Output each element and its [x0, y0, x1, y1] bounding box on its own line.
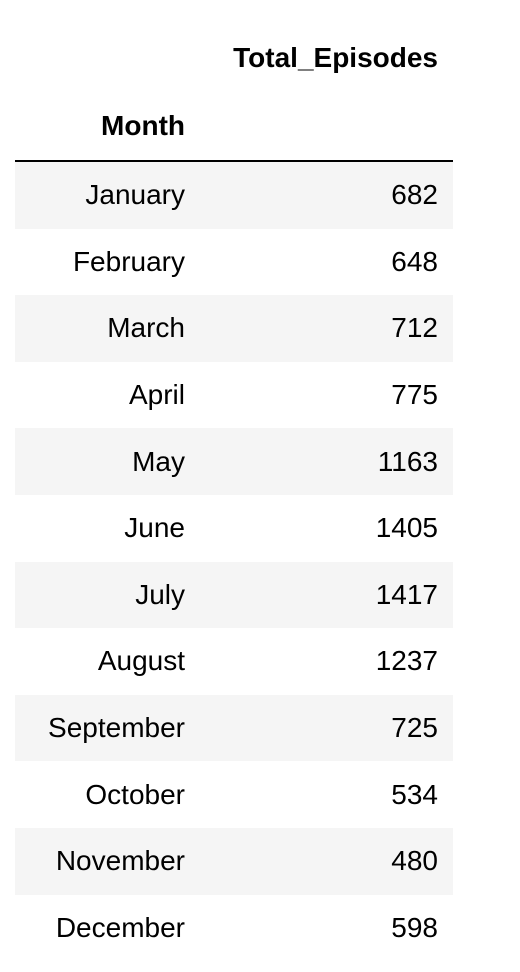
column-header-total-episodes: Total_Episodes [233, 42, 438, 73]
index-header-month: Month [101, 110, 185, 141]
month-cell: April [128, 379, 185, 411]
total-episodes-cell: 534 [391, 778, 438, 810]
month-cell: December [55, 911, 185, 943]
table-row: May 1163 [15, 428, 453, 495]
table-body: January 682 February 648 March 712 April 775 May… [15, 162, 453, 962]
total-episodes-cell: 775 [391, 379, 438, 411]
month-cell: August [97, 645, 185, 677]
table-row: February 648 [15, 228, 453, 296]
total-episodes-cell: 1405 [375, 512, 438, 544]
total-episodes-cell: 648 [391, 245, 438, 277]
table-row: April 775 [15, 361, 453, 429]
month-cell: October [85, 778, 185, 810]
month-cell: March [107, 312, 185, 344]
total-episodes-cell: 1237 [375, 645, 438, 677]
table-row: June 1405 [15, 494, 453, 562]
month-cell: July [135, 578, 185, 610]
table-row: March 712 [15, 295, 453, 362]
table-row: September 725 [15, 694, 453, 762]
table-row: July 1417 [15, 561, 453, 629]
total-episodes-cell: 682 [391, 179, 438, 211]
total-episodes-cell: 1163 [377, 445, 438, 477]
table-row: December 598 [15, 894, 453, 962]
month-cell: September [48, 712, 185, 744]
total-episodes-cell: 712 [391, 312, 438, 344]
table-row: August 1237 [15, 628, 453, 695]
month-cell: February [72, 245, 185, 277]
table-header: Total_Episodes Month [15, 30, 453, 162]
total-episodes-cell: 598 [391, 911, 438, 943]
table-row: January 682 [15, 162, 453, 229]
table-row: October 534 [15, 761, 453, 828]
month-cell: May [132, 445, 185, 477]
month-cell: June [124, 512, 185, 544]
table-row: November 480 [15, 827, 453, 895]
total-episodes-cell: 1417 [375, 578, 438, 610]
month-cell: November [55, 845, 185, 877]
month-cell: January [85, 179, 185, 211]
dataframe-table: Total_Episodes Month January 682 February 6… [15, 30, 453, 962]
total-episodes-cell: 480 [391, 845, 438, 877]
total-episodes-cell: 725 [391, 712, 438, 744]
